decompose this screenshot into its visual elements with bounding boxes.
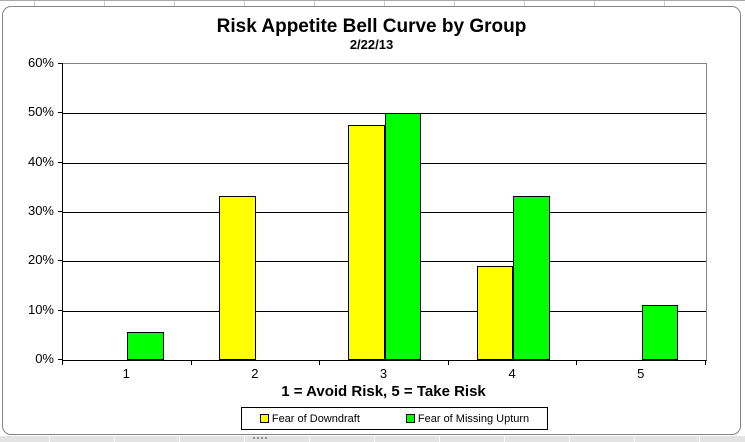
x-category-label: 2 (251, 366, 259, 381)
x-category-label: 1 (122, 366, 130, 381)
x-tick-mark (447, 360, 449, 365)
bar-series2-cat3[interactable] (384, 113, 421, 360)
y-tick-label: 0% (35, 351, 54, 366)
plot-area (62, 63, 707, 361)
drag-handle-dots (253, 437, 255, 439)
legend[interactable]: Fear of Downdraft Fear of Missing Upturn (241, 407, 548, 430)
x-tick-mark (319, 360, 321, 365)
x-category-label: 4 (508, 366, 516, 381)
y-tick-mark (58, 359, 63, 360)
x-tick-mark (576, 360, 578, 365)
worksheet-bottom-strip (0, 436, 745, 442)
y-tick-label: 10% (27, 301, 54, 317)
legend-label: Fear of Downdraft (271, 412, 360, 425)
y-tick-label: 30% (27, 203, 54, 218)
y-tick-mark (58, 211, 63, 212)
bar-series2-cat5[interactable] (641, 305, 679, 360)
y-tick-label: 60% (27, 55, 54, 70)
chart-title: Risk Appetite Bell Curve by Group (216, 16, 527, 37)
bar-series2-cat1[interactable] (127, 332, 164, 360)
legend-item-series1[interactable]: Fear of Downdraft (259, 412, 360, 425)
y-tick-mark (58, 63, 63, 64)
worksheet-top-strip (0, 0, 745, 7)
x-category-label: 3 (379, 366, 388, 381)
y-tick-label: 50% (27, 104, 54, 120)
legend-swatch-icon (405, 414, 415, 423)
bar-series1-cat3[interactable] (348, 125, 385, 360)
x-tick-mark (62, 360, 63, 365)
y-tick-mark (58, 309, 63, 311)
x-tick-mark (705, 360, 706, 365)
y-tick-label: 20% (27, 252, 54, 268)
y-tick-mark (58, 260, 63, 262)
bar-series1-cat4[interactable] (476, 266, 514, 360)
chart-frame[interactable]: Risk Appetite Bell Curve by Group 2/22/1… (2, 6, 741, 435)
legend-item-series2[interactable]: Fear of Missing Upturn (405, 412, 530, 425)
y-tick-mark (58, 161, 63, 163)
x-tick-mark (190, 360, 192, 365)
legend-swatch-icon (259, 414, 269, 423)
y-tick-mark (58, 112, 63, 114)
x-axis-title: 1 = Avoid Risk, 5 = Take Risk (281, 383, 486, 400)
chart-subtitle: 2/22/13 (349, 37, 394, 52)
legend-label: Fear of Missing Upturn (417, 412, 530, 425)
bar-series1-cat2[interactable] (219, 196, 256, 360)
x-category-label: 5 (637, 366, 645, 381)
bar-series2-cat4[interactable] (513, 196, 550, 360)
y-tick-label: 40% (27, 153, 54, 169)
